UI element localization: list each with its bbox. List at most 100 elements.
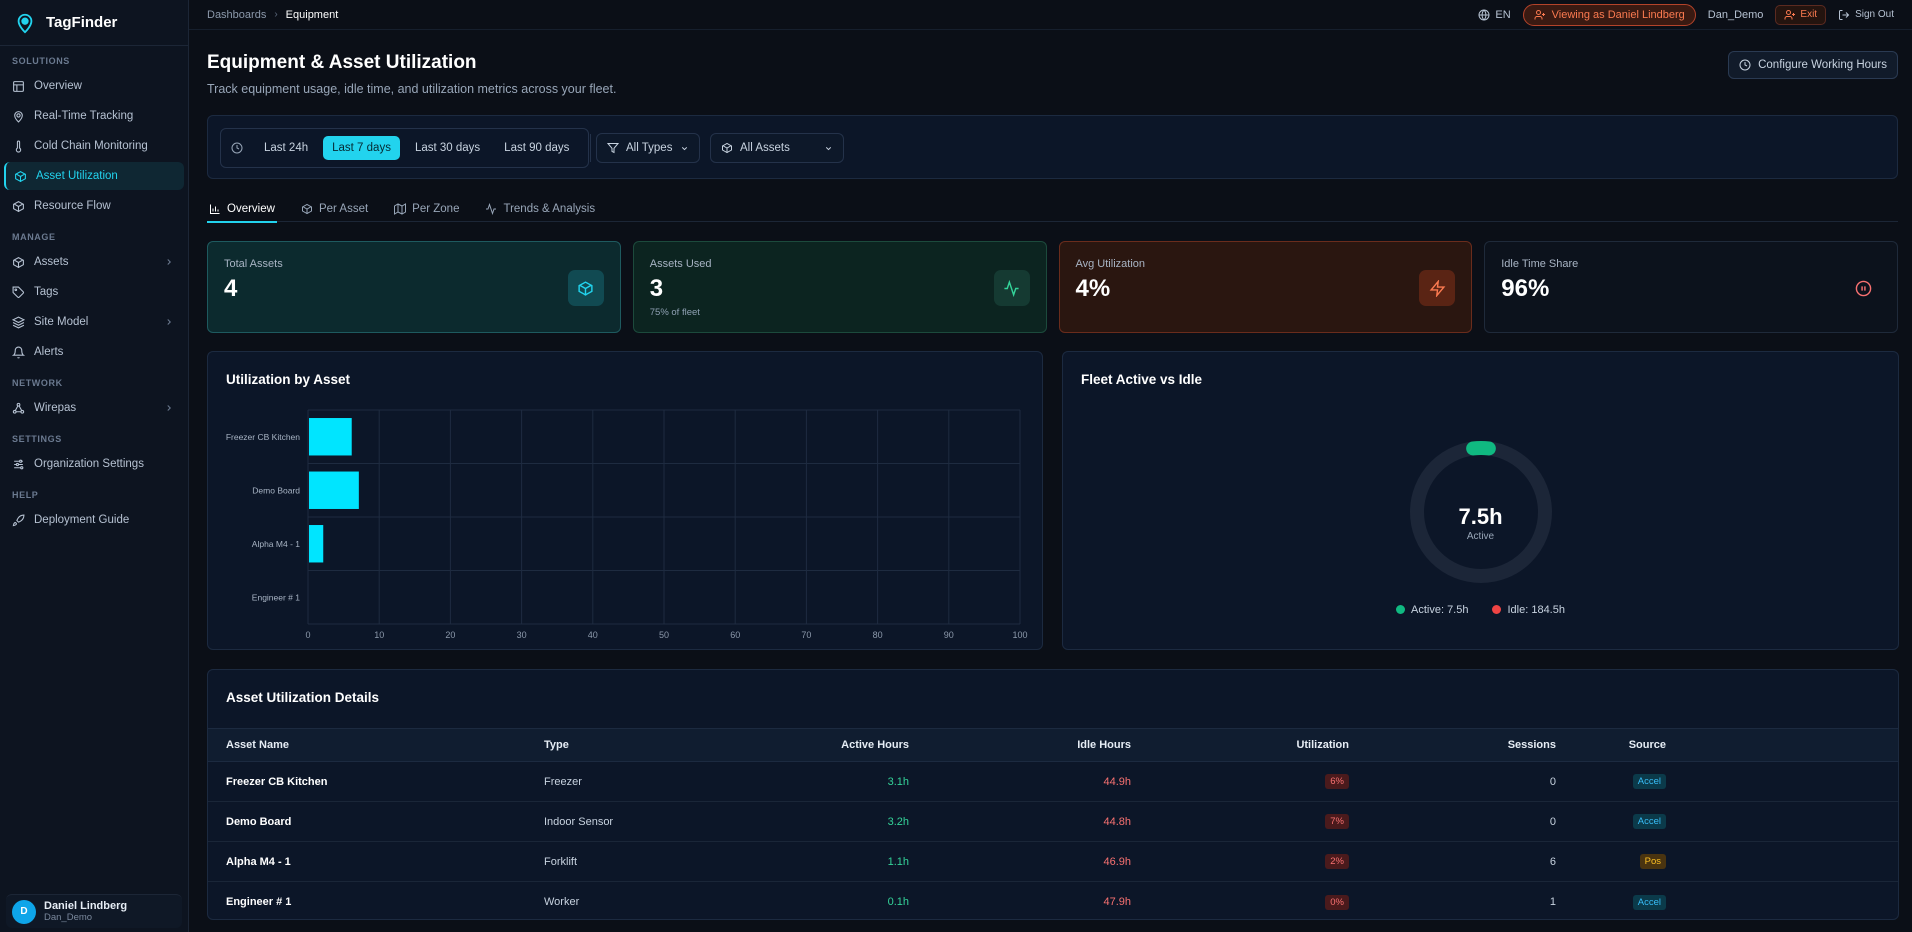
user-switch-icon [1534, 9, 1545, 19]
col-utilization[interactable]: Utilization [1296, 739, 1349, 751]
sidebar-item-cold-chain[interactable]: Cold Chain Monitoring [4, 132, 184, 160]
thermometer-icon [15, 140, 22, 153]
bar[interactable] [309, 471, 359, 509]
cell-sessions: 0 [1549, 815, 1556, 828]
breadcrumb-dashboards[interactable]: Dashboards [207, 8, 267, 21]
breadcrumb: Dashboards › Equipment [207, 9, 338, 21]
col-source[interactable]: Source [1628, 739, 1666, 751]
cell-active: 3.2h [887, 815, 909, 828]
cell-source: Pos [1556, 854, 1666, 869]
tab-label: Overview [227, 203, 275, 215]
bar[interactable] [309, 418, 352, 456]
layout-icon [13, 80, 24, 92]
section-settings: SETTINGS [12, 434, 62, 444]
sidebar-item-tags[interactable]: Tags [4, 278, 184, 306]
kpi-value: 4% [1075, 275, 1111, 302]
asset-utilization-details-panel: Asset Utilization Details Asset Name Typ… [207, 669, 1899, 920]
sidebar-item-label: Alerts [34, 346, 64, 358]
col-idle-hours[interactable]: Idle Hours [1077, 739, 1131, 751]
panel-title: Fleet Active vs Idle [1081, 372, 1203, 387]
sidebar-item-organization-settings[interactable]: Organization Settings [4, 450, 184, 478]
sidebar-item-label: Overview [34, 80, 82, 92]
log-out-icon [1839, 9, 1850, 20]
sidebar-item-resource-flow[interactable]: Resource Flow [4, 192, 184, 220]
sidebar-item-deployment-guide[interactable]: Deployment Guide [4, 506, 184, 534]
section-solutions: SOLUTIONS [12, 56, 70, 66]
sidebar-item-label: Organization Settings [34, 458, 144, 470]
page-title: Equipment & Asset Utilization [207, 52, 477, 73]
tab-trends-analysis[interactable]: Trends & Analysis [483, 196, 597, 222]
filter-icon [607, 143, 619, 154]
sidebar-item-overview[interactable]: Overview [4, 72, 184, 100]
box-icon [13, 256, 24, 268]
sidebar-item-label: Deployment Guide [34, 514, 130, 526]
asset-select-value: All Assets [740, 142, 790, 154]
fleet-active-idle-panel: Fleet Active vs Idle 7.5h Active Active:… [1062, 351, 1899, 650]
x-tick-label: 10 [374, 630, 384, 640]
panel-title: Asset Utilization Details [226, 690, 380, 705]
tab-per-asset[interactable]: Per Asset [299, 196, 370, 222]
table-row[interactable]: Demo Board Indoor Sensor 3.2h 44.8h 7% 0… [208, 802, 1898, 842]
table-row[interactable]: Engineer # 1 Worker 0.1h 47.9h 0% 1 Acce… [208, 882, 1898, 922]
type-select[interactable]: All Types [596, 133, 700, 163]
x-tick-label: 80 [873, 630, 883, 640]
exit-impersonation-button[interactable]: Exit [1775, 4, 1827, 25]
avatar: D [12, 899, 36, 924]
donut-center: 7.5h Active [1458, 504, 1502, 542]
tab-per-zone[interactable]: Per Zone [392, 196, 461, 222]
chevron-right-icon [167, 405, 171, 411]
range-last-7-days[interactable]: Last 7 days [323, 136, 400, 160]
tab-label: Per Asset [318, 203, 369, 215]
sign-out-button[interactable]: Sign Out [1838, 9, 1894, 21]
col-sessions[interactable]: Sessions [1507, 739, 1556, 751]
kpi-value: 96% [1501, 275, 1550, 302]
fleet-donut-chart [1410, 441, 1552, 583]
tab-overview[interactable]: Overview [207, 196, 277, 223]
utilization-bar-chart: 0 10 20 30 40 50 60 70 80 90 100 Freezer CB Kitchen… [226, 409, 1028, 640]
table-row[interactable]: Alpha M4 - 1 Forklift 1.1h 46.9h 2% 6 Po… [208, 842, 1898, 882]
kpi-label: Idle Time Share [1501, 258, 1579, 270]
kpi-value: 4 [224, 275, 238, 302]
sidebar-item-label: Cold Chain Monitoring [34, 140, 148, 152]
x-tick-label: 0 [305, 630, 310, 640]
cell-name: Alpha M4 - 1 [226, 855, 291, 868]
range-last-30-days[interactable]: Last 30 days [414, 142, 481, 154]
sidebar-item-asset-utilization[interactable]: Asset Utilization [4, 162, 184, 190]
col-type[interactable]: Type [544, 739, 569, 751]
range-last-24h[interactable]: Last 24h [264, 142, 309, 154]
tab-label: Trends & Analysis [503, 203, 596, 215]
x-tick-label: 30 [517, 630, 527, 640]
sidebar-item-site-model[interactable]: Site Model [4, 308, 184, 336]
user-plus-icon [1784, 9, 1796, 19]
cell-sessions: 1 [1549, 896, 1556, 908]
chevron-down-icon [681, 146, 688, 150]
range-last-90-days[interactable]: Last 90 days [504, 142, 570, 154]
donut-legend: Active: 7.5h Idle: 184.5h [1063, 604, 1898, 616]
user-card[interactable]: D Daniel Lindberg Dan_Demo [6, 894, 182, 928]
brand[interactable]: TagFinder [0, 0, 188, 46]
cell-util: 2% [1131, 854, 1349, 869]
source-badge: Accel [1632, 774, 1666, 789]
section-help: HELP [12, 490, 39, 500]
view-tabs: Overview Per Asset Per Zone Trends & Ana… [207, 196, 1898, 223]
bar[interactable] [309, 525, 324, 563]
asset-select[interactable]: All Assets [710, 133, 844, 163]
sidebar: TagFinder SOLUTIONS Overview Real-Time T… [0, 0, 189, 932]
layers-icon [12, 315, 25, 329]
viewing-as-badge[interactable]: Viewing as Daniel Lindberg [1522, 3, 1696, 26]
x-tick-label: 60 [730, 630, 740, 640]
cell-active: 0.1h [887, 896, 909, 908]
configure-working-hours-button[interactable]: Configure Working Hours [1728, 51, 1898, 79]
sidebar-item-assets[interactable]: Assets [4, 248, 184, 276]
y-tick-label: Alpha M4 - 1 [252, 539, 300, 549]
sidebar-item-wirepas[interactable]: Wirepas [4, 394, 184, 422]
kpi-assets-used: Assets Used 3 75% of fleet [632, 241, 1047, 333]
sidebar-item-real-time-tracking[interactable]: Real-Time Tracking [4, 102, 184, 130]
language-selector[interactable]: EN [1478, 9, 1511, 21]
table-row[interactable]: Freezer CB Kitchen Freezer 3.1h 44.9h 6%… [208, 762, 1898, 802]
kpi-idle-time-share: Idle Time Share 96% [1484, 241, 1898, 333]
page-subtitle: Track equipment usage, idle time, and ut… [207, 82, 617, 96]
sidebar-item-alerts[interactable]: Alerts [4, 338, 184, 366]
col-asset-name[interactable]: Asset Name [226, 739, 289, 751]
col-active-hours[interactable]: Active Hours [841, 739, 909, 751]
